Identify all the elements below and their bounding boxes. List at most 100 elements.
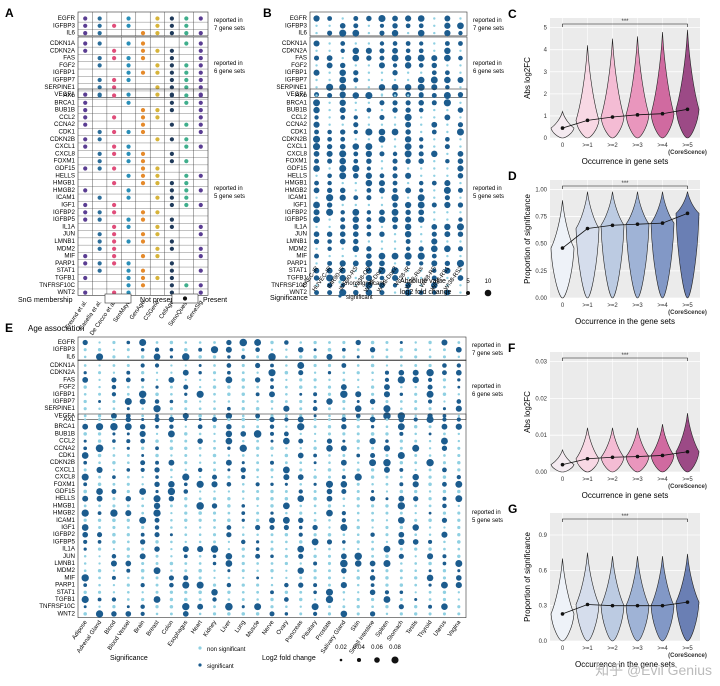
- legend-size-dot: [391, 656, 399, 664]
- age-association-dot: [399, 590, 404, 595]
- age-association-dot: [168, 416, 175, 423]
- fold-change-dot: [459, 145, 462, 148]
- fold-change-dot: [339, 157, 346, 165]
- fold-change-dot: [393, 145, 397, 148]
- membership-dot: [83, 92, 88, 97]
- fold-change-dot: [456, 128, 464, 136]
- fold-change-dot: [456, 223, 464, 231]
- group-label: 6 gene sets: [473, 69, 504, 75]
- fold-change-dot: [366, 210, 372, 215]
- age-association-dot: [169, 604, 174, 609]
- age-association-dot: [98, 364, 101, 367]
- gene-label: FOXM1: [54, 481, 76, 488]
- age-association-dot: [369, 398, 376, 405]
- age-association-dot: [167, 487, 176, 496]
- age-association-dot: [212, 385, 217, 389]
- age-association-dot: [97, 511, 102, 515]
- age-association-dot: [342, 432, 346, 436]
- y-tick-label: 1: [544, 114, 548, 120]
- age-association-dot: [241, 598, 245, 601]
- age-association-dot: [196, 581, 204, 589]
- membership-dot: [112, 23, 117, 28]
- fold-change-dot: [339, 238, 346, 245]
- age-association-dot: [383, 445, 391, 452]
- age-association-dot: [141, 454, 145, 457]
- gene-label: FGF2: [291, 62, 307, 69]
- age-association-dot: [457, 460, 461, 465]
- age-association-dot: [241, 475, 246, 480]
- age-association-dot: [112, 340, 116, 345]
- fold-change-dot: [315, 24, 318, 27]
- fold-change-dot: [459, 240, 462, 243]
- age-association-dot: [428, 482, 432, 487]
- age-association-dot: [140, 438, 146, 444]
- age-association-dot: [313, 561, 318, 566]
- x-tick-label: >=5: [682, 646, 693, 652]
- age-association-dot: [270, 504, 274, 508]
- age-association-dot: [298, 532, 303, 537]
- group-label: reported in: [472, 343, 501, 349]
- fold-change-dot: [393, 240, 397, 243]
- membership-dot: [83, 144, 88, 149]
- fold-change-dot: [315, 262, 318, 265]
- age-association-dot: [356, 355, 360, 359]
- membership-dot: [126, 283, 131, 288]
- fold-change-dot: [353, 23, 359, 29]
- gene-label: IGF1: [61, 524, 75, 531]
- age-association-dot: [170, 519, 173, 522]
- gene-label: GDF15: [55, 488, 76, 495]
- age-association-dot: [313, 611, 318, 616]
- age-association-dot: [183, 575, 189, 581]
- fold-change-dot: [353, 115, 358, 120]
- fold-change-dot: [392, 173, 398, 179]
- membership-dot: [169, 100, 174, 105]
- age-association-dot: [212, 554, 217, 559]
- age-association-dot: [241, 554, 245, 558]
- gene-label: IL1A: [62, 546, 76, 553]
- fold-change-dot: [366, 246, 372, 252]
- age-association-dot: [227, 540, 231, 544]
- age-association-dot: [370, 597, 375, 602]
- age-association-dot: [241, 569, 245, 573]
- age-association-dot: [384, 384, 390, 391]
- age-association-dot: [442, 348, 446, 352]
- age-association-dot: [356, 533, 360, 537]
- age-association-dot: [313, 490, 317, 493]
- fold-change-dot: [405, 239, 411, 244]
- age-association-dot: [197, 546, 204, 553]
- age-association-dot: [126, 385, 130, 389]
- age-association-dot: [298, 540, 303, 544]
- age-association-dot: [126, 407, 130, 411]
- membership-dot: [83, 210, 88, 215]
- age-association-dot: [428, 561, 432, 566]
- age-association-dot: [385, 364, 389, 367]
- age-association-dot: [256, 371, 259, 374]
- fold-change-dot: [378, 135, 386, 143]
- age-association-dot: [241, 539, 246, 545]
- gene-label: FOXM1: [54, 158, 76, 165]
- age-association-dot: [284, 612, 289, 616]
- age-association-dot: [197, 603, 204, 610]
- panel-letter-C: C: [508, 7, 517, 21]
- age-association-dot: [456, 474, 461, 480]
- x-axis-label: Occurrence in the gene sets: [575, 660, 675, 669]
- fold-change-dot: [341, 181, 344, 185]
- median-trend-line: [562, 601, 688, 615]
- age-association-dot: [83, 439, 87, 443]
- membership-dot: [198, 100, 203, 105]
- age-association-dot: [83, 605, 87, 609]
- membership-dot: [126, 261, 131, 266]
- age-association-dot: [96, 466, 103, 473]
- fold-change-dot: [378, 128, 386, 136]
- age-association-dot: [327, 392, 332, 396]
- gene-group-box: [309, 11, 468, 37]
- fold-change-dot: [406, 269, 410, 272]
- age-association-dot: [241, 454, 245, 457]
- membership-dot: [112, 202, 117, 208]
- fold-change-dot: [444, 231, 451, 238]
- membership-dot: [169, 122, 174, 127]
- age-association-dot: [441, 603, 448, 610]
- age-association-dot: [98, 378, 101, 382]
- tissue-label: Skin: [350, 620, 362, 633]
- gene-label: WNT2: [57, 610, 75, 617]
